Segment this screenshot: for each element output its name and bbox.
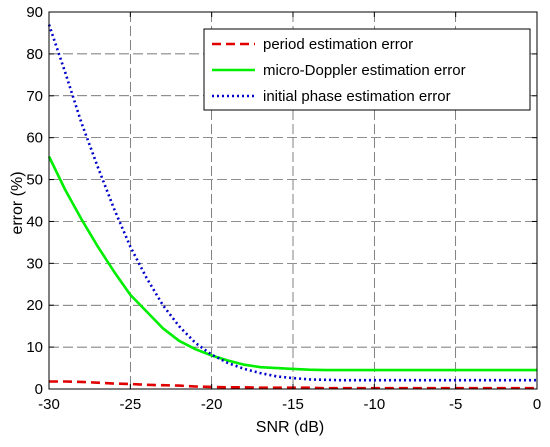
legend-box	[203, 28, 531, 111]
y-tick-label: 70	[26, 88, 43, 105]
x-axis-ticks: -30 -25 -20 -15 -10 -5 0	[38, 12, 541, 413]
x-axis-label: SNR (dB)	[256, 419, 324, 436]
legend-label-period: period estimation error	[263, 36, 413, 53]
y-tick-label: 40	[26, 213, 43, 230]
y-tick-label: 30	[26, 255, 43, 272]
series-line-2	[47, 24, 537, 382]
y-tick-label: 80	[26, 46, 43, 63]
x-tick-label: -20	[201, 396, 223, 413]
y-axis-ticks: 0 10 20 30 40 50 60 70 80 90	[26, 4, 537, 398]
y-tick-label: 90	[26, 4, 43, 21]
y-tick-label: 20	[26, 297, 43, 314]
legend-label-initial-phase: initial phase estimation error	[263, 88, 451, 105]
x-tick-label: 0	[533, 396, 541, 413]
y-tick-label: 10	[26, 339, 43, 356]
x-tick-label: -10	[363, 396, 385, 413]
series-line-1	[47, 155, 537, 372]
x-tick-label: -25	[119, 396, 141, 413]
legend: period estimation error micro-Doppler es…	[203, 28, 531, 111]
y-tick-label: 60	[26, 130, 43, 147]
y-tick-label: 0	[35, 381, 43, 398]
legend-label-micro-doppler: micro-Doppler estimation error	[263, 62, 466, 79]
x-tick-label: -5	[449, 396, 462, 413]
y-axis-label: error (%)	[9, 171, 26, 234]
x-tick-label: -30	[38, 396, 60, 413]
x-tick-label: -15	[282, 396, 304, 413]
y-tick-label: 50	[26, 172, 43, 189]
